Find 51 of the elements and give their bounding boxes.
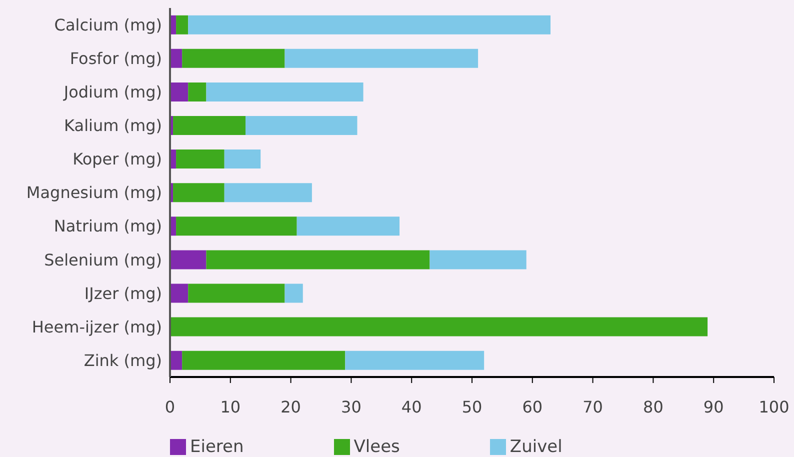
bar bbox=[170, 350, 182, 370]
y-tick-label: Fosfor (mg) bbox=[70, 49, 162, 68]
y-tick-label: Selenium (mg) bbox=[44, 250, 162, 270]
bar bbox=[206, 82, 364, 102]
x-tick-label: 20 bbox=[280, 397, 301, 416]
bar bbox=[284, 284, 303, 303]
x-tick-label: 60 bbox=[522, 397, 543, 416]
x-tick-label: 90 bbox=[703, 397, 724, 416]
bar bbox=[170, 317, 708, 336]
bar bbox=[206, 250, 430, 270]
bar bbox=[170, 250, 206, 270]
x-tick-label: 80 bbox=[643, 397, 664, 416]
x-tick-label: 40 bbox=[401, 397, 422, 416]
bar bbox=[296, 216, 400, 236]
legend-label: Zuivel bbox=[510, 437, 562, 457]
bar bbox=[224, 150, 261, 169]
bar bbox=[176, 216, 297, 236]
y-tick-label: Magnesium (mg) bbox=[26, 183, 162, 202]
bar bbox=[170, 48, 182, 68]
y-tick-label: Jodium (mg) bbox=[62, 82, 162, 102]
bar bbox=[173, 116, 246, 136]
bar bbox=[246, 116, 358, 136]
bar bbox=[284, 48, 478, 68]
y-tick-label: Koper (mg) bbox=[72, 150, 162, 169]
legend-label: Eieren bbox=[190, 437, 244, 457]
y-tick-label: IJzer (mg) bbox=[84, 284, 162, 303]
x-tick-label: 70 bbox=[582, 397, 603, 416]
bar bbox=[170, 82, 188, 102]
y-tick-label: Calcium (mg) bbox=[54, 15, 162, 34]
x-tick-label: 10 bbox=[220, 397, 241, 416]
bar bbox=[188, 284, 285, 303]
bar bbox=[224, 183, 312, 202]
bar bbox=[170, 284, 188, 303]
legend-label: Vlees bbox=[354, 437, 400, 457]
x-tick-label: 30 bbox=[341, 397, 362, 416]
bar bbox=[173, 183, 224, 202]
bar bbox=[176, 15, 188, 34]
bar bbox=[182, 48, 285, 68]
y-tick-label: Zink (mg) bbox=[84, 350, 162, 370]
bar bbox=[345, 350, 484, 370]
bar bbox=[182, 350, 346, 370]
x-tick-label: 0 bbox=[164, 397, 176, 416]
bar bbox=[176, 150, 224, 169]
y-tick-label: Kalium (mg) bbox=[64, 116, 162, 136]
bar bbox=[430, 250, 526, 270]
y-tick-label: Natrium (mg) bbox=[54, 216, 162, 236]
bar bbox=[188, 82, 206, 102]
x-tick-label: 100 bbox=[758, 397, 790, 416]
x-tick-label: 50 bbox=[462, 397, 482, 416]
bar bbox=[188, 15, 551, 34]
y-tick-label: Heem-ijzer (mg) bbox=[32, 317, 162, 336]
